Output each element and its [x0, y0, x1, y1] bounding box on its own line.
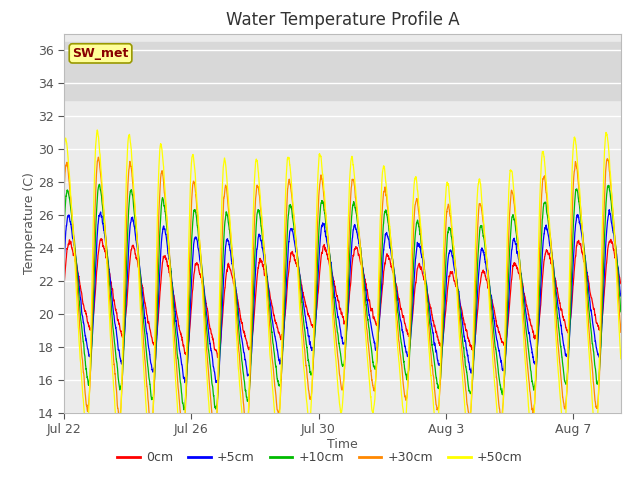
Text: SW_met: SW_met [72, 47, 129, 60]
Legend: 0cm, +5cm, +10cm, +30cm, +50cm: 0cm, +5cm, +10cm, +30cm, +50cm [112, 446, 528, 469]
Bar [64, 42, 621, 99]
X-axis label: Time: Time [327, 438, 358, 451]
Y-axis label: Temperature (C): Temperature (C) [23, 172, 36, 274]
Title: Water Temperature Profile A: Water Temperature Profile A [225, 11, 460, 29]
